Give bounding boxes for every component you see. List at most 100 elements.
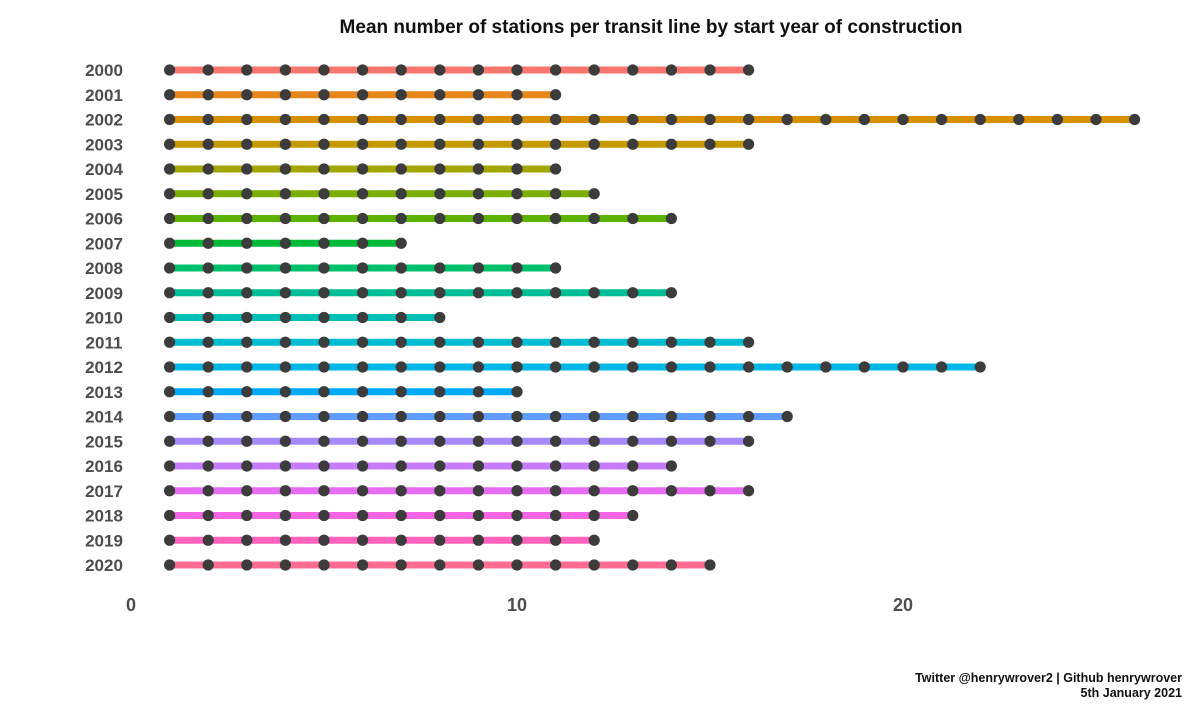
dot-2010-7 [395,311,407,324]
dot-2003-16 [743,138,755,150]
dot-2011-15 [704,336,716,348]
dot-2003-2 [202,138,214,150]
dot-2002-23 [1013,113,1025,126]
dot-2014-1 [164,410,176,423]
dot-2010-3 [241,311,253,324]
dot-2011-1 [164,336,176,348]
dot-2005-7 [395,188,407,200]
dot-2013-10 [511,386,523,398]
dot-2006-4 [279,212,291,225]
dot-2008-11 [550,262,562,274]
dot-2004-4 [279,163,291,175]
dot-2012-6 [357,361,369,373]
y-tick-label-2007: 2007 [85,234,123,253]
dot-2002-15 [704,113,716,126]
dot-2015-10 [511,435,523,447]
dot-2020-10 [511,559,523,571]
dot-2010-6 [357,311,369,324]
dot-2009-1 [164,287,176,299]
dot-2016-8 [434,460,446,472]
y-tick-label-2011: 2011 [86,333,123,352]
dot-2016-11 [550,460,562,472]
dot-2008-5 [318,262,330,274]
y-tick-label-2000: 2000 [85,61,123,80]
dot-2017-12 [588,485,600,497]
dot-2012-14 [665,361,678,373]
dot-2020-11 [550,559,562,571]
series-dots [164,64,1141,571]
dot-2006-12 [588,212,600,225]
dot-2014-14 [665,410,678,423]
dot-2007-7 [395,237,407,249]
dot-2011-9 [472,336,484,348]
dot-2006-2 [202,212,214,225]
dot-2002-2 [202,113,214,126]
dot-2005-5 [318,188,330,200]
y-tick-label-2009: 2009 [85,284,123,303]
dot-2002-18 [820,113,832,126]
dot-2010-2 [202,311,214,324]
dot-2006-7 [395,212,407,225]
dot-2012-2 [202,361,214,373]
y-tick-label-2010: 2010 [85,309,123,328]
y-tick-label-2015: 2015 [85,432,123,451]
dot-2017-13 [627,485,639,497]
dot-2009-13 [627,287,639,299]
dot-2008-6 [357,262,369,274]
dot-2004-1 [164,163,176,175]
dot-2017-9 [472,485,484,497]
dot-2002-24 [1051,113,1063,126]
dot-2011-6 [357,336,369,348]
dot-2002-13 [627,113,639,126]
dot-2017-15 [704,485,716,497]
dot-2014-5 [318,410,330,423]
dot-2003-1 [164,138,176,150]
dot-2005-10 [511,188,523,200]
dot-2014-10 [511,410,523,423]
dot-2008-7 [395,262,407,274]
dot-2004-11 [550,163,562,175]
dot-2018-7 [395,509,407,522]
dot-2009-12 [588,287,600,299]
dot-2002-22 [974,113,986,126]
dot-2015-12 [588,435,600,447]
y-tick-label-2017: 2017 [85,482,123,501]
dot-2010-1 [164,311,176,324]
dot-2012-12 [588,361,600,373]
dot-2007-4 [279,237,291,249]
dot-2007-2 [202,237,214,249]
dot-2012-3 [241,361,253,373]
dot-2013-7 [395,386,407,398]
dot-2012-16 [743,361,755,373]
y-tick-label-2018: 2018 [85,507,123,526]
dot-2002-17 [781,113,793,126]
dot-2015-9 [472,435,484,447]
dot-2003-5 [318,138,330,150]
dot-2017-11 [550,485,562,497]
dot-2002-7 [395,113,407,126]
dot-2014-6 [357,410,369,423]
dot-2014-13 [627,410,639,423]
dot-2017-3 [241,485,253,497]
dot-2011-7 [395,336,407,348]
dot-2011-8 [434,336,446,348]
caption-credits: Twitter @henrywrover2 | Github henrywrov… [915,671,1182,685]
dot-2012-20 [897,361,909,373]
dot-2014-11 [550,410,562,423]
dot-2012-22 [974,361,986,373]
y-tick-label-2019: 2019 [85,531,123,550]
dot-2006-9 [472,212,484,225]
dot-2001-5 [318,89,330,101]
dot-2017-1 [164,485,176,497]
dot-2017-7 [395,485,407,497]
dot-2000-11 [550,64,562,76]
dot-2002-5 [318,113,330,126]
dot-2013-8 [434,386,446,398]
dot-2011-2 [202,336,214,348]
dot-2013-3 [241,386,253,398]
dot-2019-4 [279,534,291,546]
dot-2001-11 [550,89,562,101]
dot-2004-10 [511,163,523,175]
dot-2002-11 [550,113,562,126]
dot-2014-3 [241,410,253,423]
